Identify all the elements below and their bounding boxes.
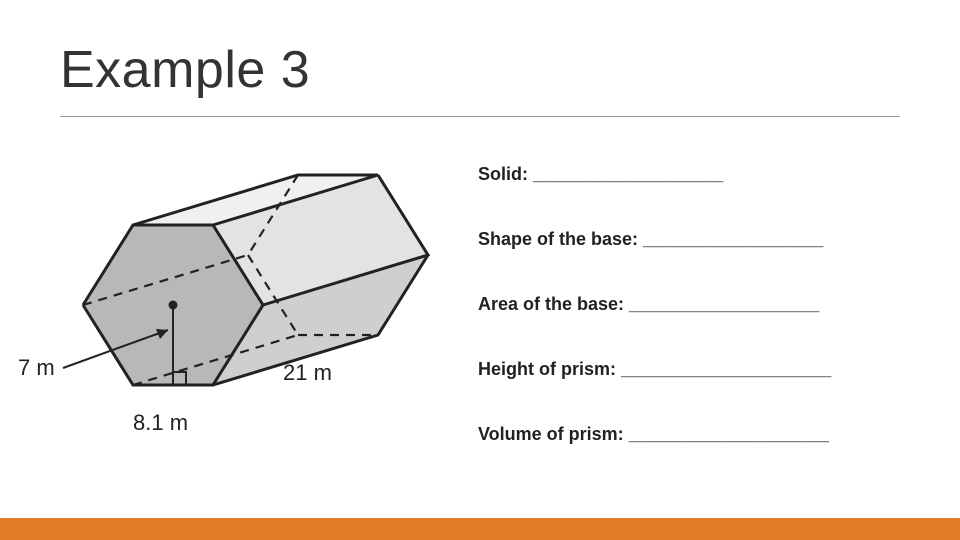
title-block: Example 3 [60, 40, 900, 117]
content-area: 7 m 8.1 m 21 m Solid: __________________… [18, 150, 900, 510]
field-height: Height of prism: _____________________ [478, 359, 900, 380]
dim-apothem: 7 m [18, 355, 55, 380]
dim-side: 8.1 m [133, 410, 188, 435]
field-shape: Shape of the base: __________________ [478, 229, 900, 250]
field-area: Area of the base: ___________________ [478, 294, 900, 315]
field-volume: Volume of prism: ____________________ [478, 424, 900, 445]
slide: Example 3 [0, 0, 960, 540]
accent-bar [0, 518, 960, 540]
field-solid: Solid: ___________________ [478, 164, 900, 185]
dim-length: 21 m [283, 360, 332, 385]
fill-in-fields: Solid: ___________________ Shape of the … [478, 150, 900, 510]
prism-figure: 7 m 8.1 m 21 m [18, 150, 478, 490]
page-title: Example 3 [60, 40, 900, 100]
title-underline [60, 116, 900, 117]
prism-svg: 7 m 8.1 m 21 m [18, 150, 478, 450]
